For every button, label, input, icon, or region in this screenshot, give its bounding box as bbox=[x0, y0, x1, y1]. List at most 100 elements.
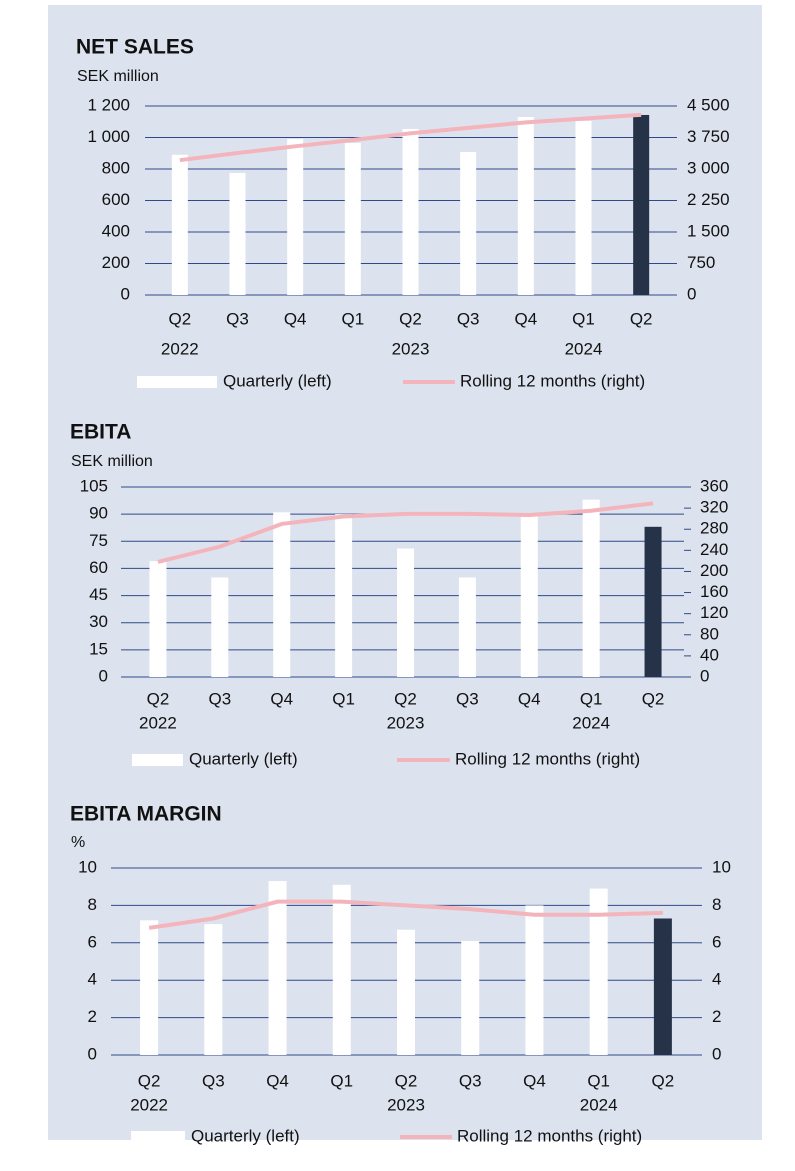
rolling-line bbox=[179, 112, 642, 163]
year-label: 2022 bbox=[139, 713, 177, 732]
legend-label: Quarterly (left) bbox=[189, 749, 298, 768]
bar bbox=[273, 512, 291, 677]
y-tick-label: 60 bbox=[89, 558, 108, 577]
x-tick-label: Q2 bbox=[399, 309, 422, 328]
x-tick-label: Q1 bbox=[332, 689, 355, 708]
y-tick-label: 45 bbox=[89, 585, 108, 604]
bar bbox=[517, 117, 534, 296]
x-tick-label: Q4 bbox=[284, 309, 307, 328]
x-tick-label: Q3 bbox=[457, 309, 480, 328]
y2-tick-label: 4 500 bbox=[687, 95, 730, 114]
y2-tick-label: 8 bbox=[712, 895, 721, 914]
x-tick-label: Q1 bbox=[580, 689, 603, 708]
legend-swatch bbox=[137, 376, 217, 388]
bar bbox=[287, 139, 304, 295]
legend-swatch bbox=[131, 1131, 185, 1143]
y2-tick-label: 6 bbox=[712, 932, 721, 951]
y-tick-label: 0 bbox=[88, 1044, 97, 1063]
y-tick-label: 4 bbox=[88, 970, 97, 989]
y2-tick-label: 320 bbox=[700, 498, 728, 517]
y-tick-label: 30 bbox=[89, 612, 108, 631]
legend-label: Quarterly (left) bbox=[223, 371, 332, 390]
x-tick-label: Q2 bbox=[168, 309, 191, 328]
y2-tick-label: 360 bbox=[700, 476, 728, 495]
bar bbox=[460, 151, 477, 295]
bar bbox=[461, 940, 480, 1055]
legend-label: Rolling 12 months (right) bbox=[460, 371, 645, 390]
bar bbox=[171, 154, 188, 295]
x-tick-label: Q2 bbox=[147, 689, 170, 708]
x-tick-label: Q1 bbox=[330, 1071, 353, 1090]
y-tick-label: 200 bbox=[102, 253, 130, 272]
chart-title: NET SALES bbox=[76, 36, 194, 59]
x-tick-label: Q2 bbox=[395, 1071, 418, 1090]
y-tick-label: 90 bbox=[89, 504, 108, 523]
y2-tick-label: 0 bbox=[700, 666, 709, 685]
y-tick-label: 75 bbox=[89, 531, 108, 550]
year-label: 2022 bbox=[130, 1095, 168, 1114]
y2-tick-label: 120 bbox=[700, 603, 728, 622]
bar bbox=[332, 884, 351, 1055]
x-tick-label: Q2 bbox=[642, 689, 665, 708]
x-tick-label: Q4 bbox=[514, 309, 537, 328]
x-tick-label: Q3 bbox=[202, 1071, 225, 1090]
rolling-line bbox=[157, 501, 654, 564]
x-tick-label: Q2 bbox=[138, 1071, 161, 1090]
year-label: 2024 bbox=[572, 713, 610, 732]
y2-tick-label: 240 bbox=[700, 540, 728, 559]
y2-tick-label: 1 500 bbox=[687, 221, 730, 240]
y-tick-label: 10 bbox=[78, 857, 97, 876]
y2-tick-label: 3 750 bbox=[687, 127, 730, 146]
y2-tick-label: 4 bbox=[712, 970, 721, 989]
bar bbox=[458, 577, 476, 677]
y2-tick-label: 2 bbox=[712, 1007, 721, 1026]
x-tick-label: Q4 bbox=[270, 689, 293, 708]
legend-label: Quarterly (left) bbox=[191, 1126, 300, 1145]
bar bbox=[644, 526, 662, 677]
bar bbox=[633, 114, 650, 295]
bar bbox=[211, 577, 229, 677]
y-tick-label: 600 bbox=[102, 190, 130, 209]
y-tick-label: 2 bbox=[88, 1007, 97, 1026]
bar bbox=[582, 499, 600, 677]
x-tick-label: Q1 bbox=[572, 309, 595, 328]
bar bbox=[204, 924, 223, 1055]
y2-tick-label: 200 bbox=[700, 561, 728, 580]
y-tick-label: 6 bbox=[88, 932, 97, 951]
y2-tick-label: 0 bbox=[712, 1044, 721, 1063]
y-tick-label: 800 bbox=[102, 158, 130, 177]
x-tick-label: Q2 bbox=[630, 309, 653, 328]
x-tick-label: Q4 bbox=[266, 1071, 289, 1090]
year-label: 2024 bbox=[565, 339, 603, 358]
y2-tick-label: 40 bbox=[700, 645, 719, 664]
y2-tick-label: 0 bbox=[687, 284, 696, 303]
x-tick-label: Q2 bbox=[652, 1071, 675, 1090]
bar bbox=[229, 172, 246, 295]
year-label: 2023 bbox=[387, 1095, 425, 1114]
y2-tick-label: 280 bbox=[700, 519, 728, 538]
y-tick-label: 15 bbox=[89, 639, 108, 658]
year-label: 2024 bbox=[580, 1095, 618, 1114]
y-tick-label: 8 bbox=[88, 895, 97, 914]
y2-tick-label: 2 250 bbox=[687, 190, 730, 209]
bar bbox=[520, 515, 538, 677]
bar bbox=[575, 120, 592, 296]
axis-unit: % bbox=[71, 834, 85, 851]
y-tick-label: 105 bbox=[80, 476, 108, 495]
x-tick-label: Q4 bbox=[523, 1071, 546, 1090]
x-tick-label: Q3 bbox=[459, 1071, 482, 1090]
x-tick-label: Q3 bbox=[226, 309, 249, 328]
y-tick-label: 400 bbox=[102, 221, 130, 240]
x-tick-label: Q1 bbox=[587, 1071, 610, 1090]
x-tick-label: Q3 bbox=[456, 689, 479, 708]
bar bbox=[397, 548, 414, 677]
y2-tick-label: 3 000 bbox=[687, 158, 730, 177]
legend-label: Rolling 12 months (right) bbox=[457, 1126, 642, 1145]
y2-tick-label: 750 bbox=[687, 253, 715, 272]
y-tick-label: 1 000 bbox=[87, 127, 130, 146]
bar bbox=[335, 514, 353, 677]
y2-tick-label: 10 bbox=[712, 857, 731, 876]
bar bbox=[397, 929, 415, 1055]
bar bbox=[402, 128, 419, 295]
